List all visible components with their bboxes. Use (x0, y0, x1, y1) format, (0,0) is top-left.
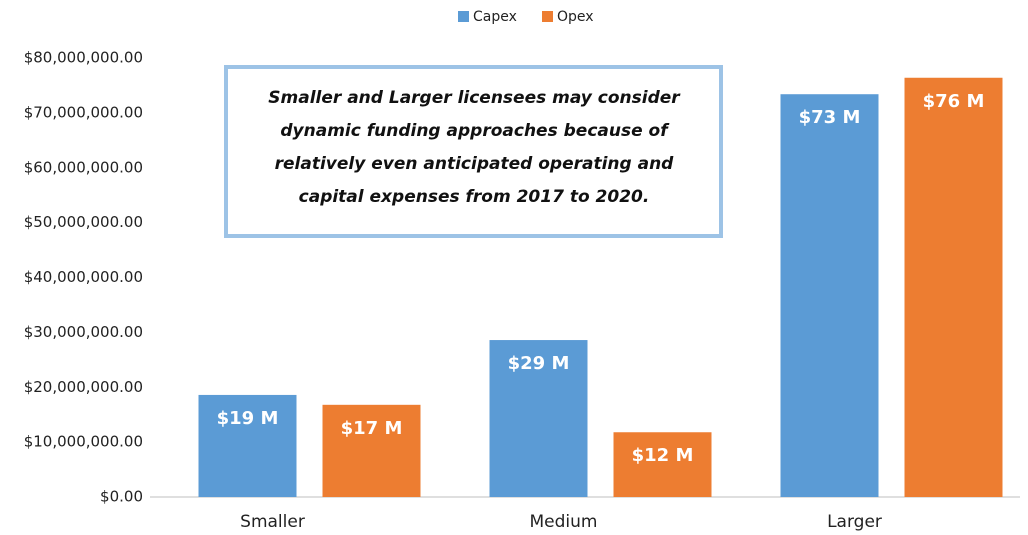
y-tick-label: $30,000,000.00 (24, 323, 143, 341)
bar (489, 340, 588, 497)
legend-swatch (458, 11, 469, 22)
y-tick-label: $60,000,000.00 (24, 158, 143, 176)
y-tick-label: $80,000,000.00 (24, 49, 143, 67)
y-tick-label: $20,000,000.00 (24, 378, 143, 396)
bar (322, 404, 421, 497)
x-tick-label: Larger (827, 512, 882, 532)
annotation-line: Smaller and Larger licensees may conside… (268, 88, 681, 108)
y-tick-label: $70,000,000.00 (24, 103, 143, 121)
annotation-line: dynamic funding approaches because of (280, 121, 670, 141)
data-label: $76 M (923, 91, 985, 112)
bar (613, 432, 712, 497)
y-tick-label: $0.00 (100, 488, 143, 506)
y-tick-label: $40,000,000.00 (24, 268, 143, 286)
annotation-line: capital expenses from 2017 to 2020. (299, 187, 650, 207)
legend-label: Opex (557, 9, 594, 25)
bar (780, 94, 879, 497)
annotation-line: relatively even anticipated operating an… (275, 154, 675, 174)
data-label: $73 M (799, 107, 861, 128)
bar (904, 77, 1003, 497)
y-tick-label: $50,000,000.00 (24, 213, 143, 231)
data-label: $29 M (508, 353, 570, 374)
legend-swatch (542, 11, 553, 22)
data-label: $12 M (632, 445, 694, 466)
data-label: $19 M (217, 408, 279, 429)
x-tick-label: Medium (530, 512, 598, 532)
x-tick-label: Smaller (240, 512, 305, 532)
y-tick-label: $10,000,000.00 (24, 433, 143, 451)
annotation-box (224, 65, 723, 238)
data-label: $17 M (341, 418, 403, 439)
legend-label: Capex (473, 9, 517, 25)
bar (198, 394, 297, 497)
